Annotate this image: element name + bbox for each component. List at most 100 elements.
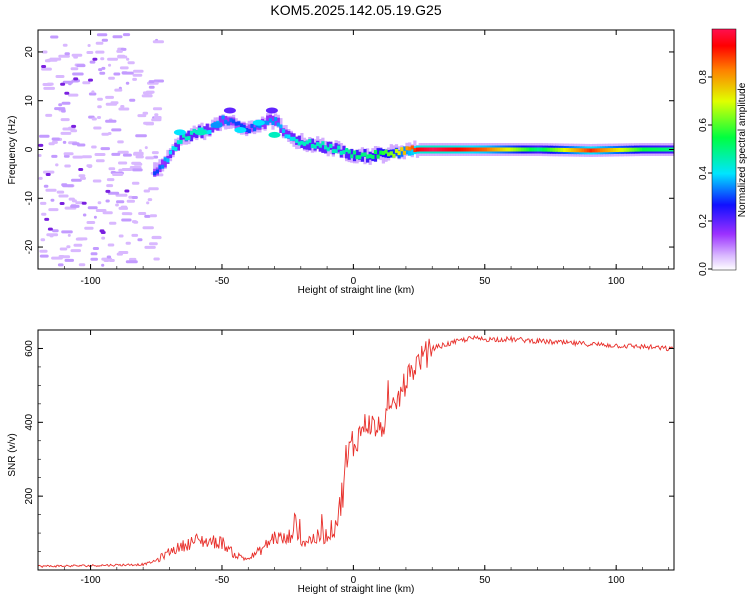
noise-speck [70,67,79,71]
noise-speck [117,54,126,58]
ridge-core [326,147,330,152]
ridge-blob [173,129,186,136]
ridge-core [247,129,251,134]
noise-speck [99,71,106,75]
ridge-core [649,147,653,152]
noise-speck [97,105,102,109]
noise-speck [73,77,79,81]
ridge-band [405,146,409,155]
noise-speck [108,259,115,262]
noise-speck [119,66,129,70]
noise-speck [152,107,163,111]
ridge-core [358,155,362,160]
noise-speck [137,238,143,242]
ridge-core [642,147,646,152]
ridge-core [182,133,186,138]
ridge-core [573,148,577,153]
ridge-core [423,147,427,152]
ridge-core [521,147,525,152]
noise-speck [94,153,106,156]
ridge-band [321,144,325,153]
ridge-core [379,150,383,155]
noise-speck [95,50,105,54]
noise-speck [111,128,122,132]
ridge-core [287,134,291,139]
noise-speck [88,78,93,82]
ridge-core [384,149,388,154]
noise-speck [149,242,158,246]
ridge-core [158,165,162,170]
ridge-blob [194,129,207,136]
noise-speck [52,229,59,233]
x-tick-label: -50 [215,575,230,586]
ridge-core [352,150,357,155]
noise-speck [55,75,65,78]
ridge-core [555,147,559,152]
y-tick-label: -20 [24,239,35,254]
ridge-core [418,147,422,152]
ridge-core [258,124,262,129]
ridge-core [397,151,401,156]
ridge-band [342,146,346,154]
ridge-band [187,130,191,139]
colorbar-tick-label: 0.6 [698,118,709,132]
ridge-halo [300,133,304,146]
ridge-core [355,155,359,160]
ridge-core [366,154,370,159]
ridge-band [161,159,165,168]
noise-speck [48,208,59,212]
noise-speck [144,245,156,249]
noise-speck [62,43,68,47]
ridge-core [431,147,435,152]
noise-speck [127,61,135,65]
ridge-core [153,171,157,176]
ridge-core [174,147,178,151]
ridge-band [308,142,312,151]
ridge-core [571,148,575,153]
ridge-core [444,147,449,152]
noise-speck [126,57,130,61]
ridge-core [392,153,396,158]
ridge-core [565,148,569,152]
noise-speck [47,227,53,231]
noise-speck [40,238,46,242]
ridge-core [465,147,470,152]
noise-speck [62,184,74,188]
ridge-core [226,121,230,126]
ridge-core [547,147,551,152]
ridge-core [437,147,441,152]
ridge-band [345,150,349,159]
noise-speck [90,252,98,256]
ridge-core [613,148,617,152]
noise-speck [98,68,103,72]
ridge-band [237,122,241,131]
ridge-band [276,117,280,126]
noise-speck [154,113,159,117]
noise-speck [142,111,149,115]
spectrogram-y-label: Frequency (Hz) [7,116,18,185]
noise-speck [54,107,66,111]
ridge-core [429,147,433,152]
ridge-core [245,128,249,132]
noise-speck [50,198,55,202]
ridge-band [360,153,364,162]
noise-speck [55,163,59,167]
ridge-band [350,148,354,157]
noise-speck [97,201,102,205]
ridge-core [363,152,367,157]
ridge-core [189,130,194,135]
ridge-core [271,121,275,125]
colorbar-label: Normalized spectral amplitude [737,82,748,217]
ridge-band [400,148,404,157]
noise-speck [133,151,144,155]
noise-speck [103,259,110,262]
ridge-band [347,151,351,160]
ridge-core [313,144,317,149]
ridge-core [402,150,406,155]
noise-speck [73,55,78,59]
noise-speck [38,176,43,180]
ridge-core [510,147,514,152]
ridge-core [639,147,643,152]
ridge-core [192,128,196,133]
ridge-core [584,148,588,153]
